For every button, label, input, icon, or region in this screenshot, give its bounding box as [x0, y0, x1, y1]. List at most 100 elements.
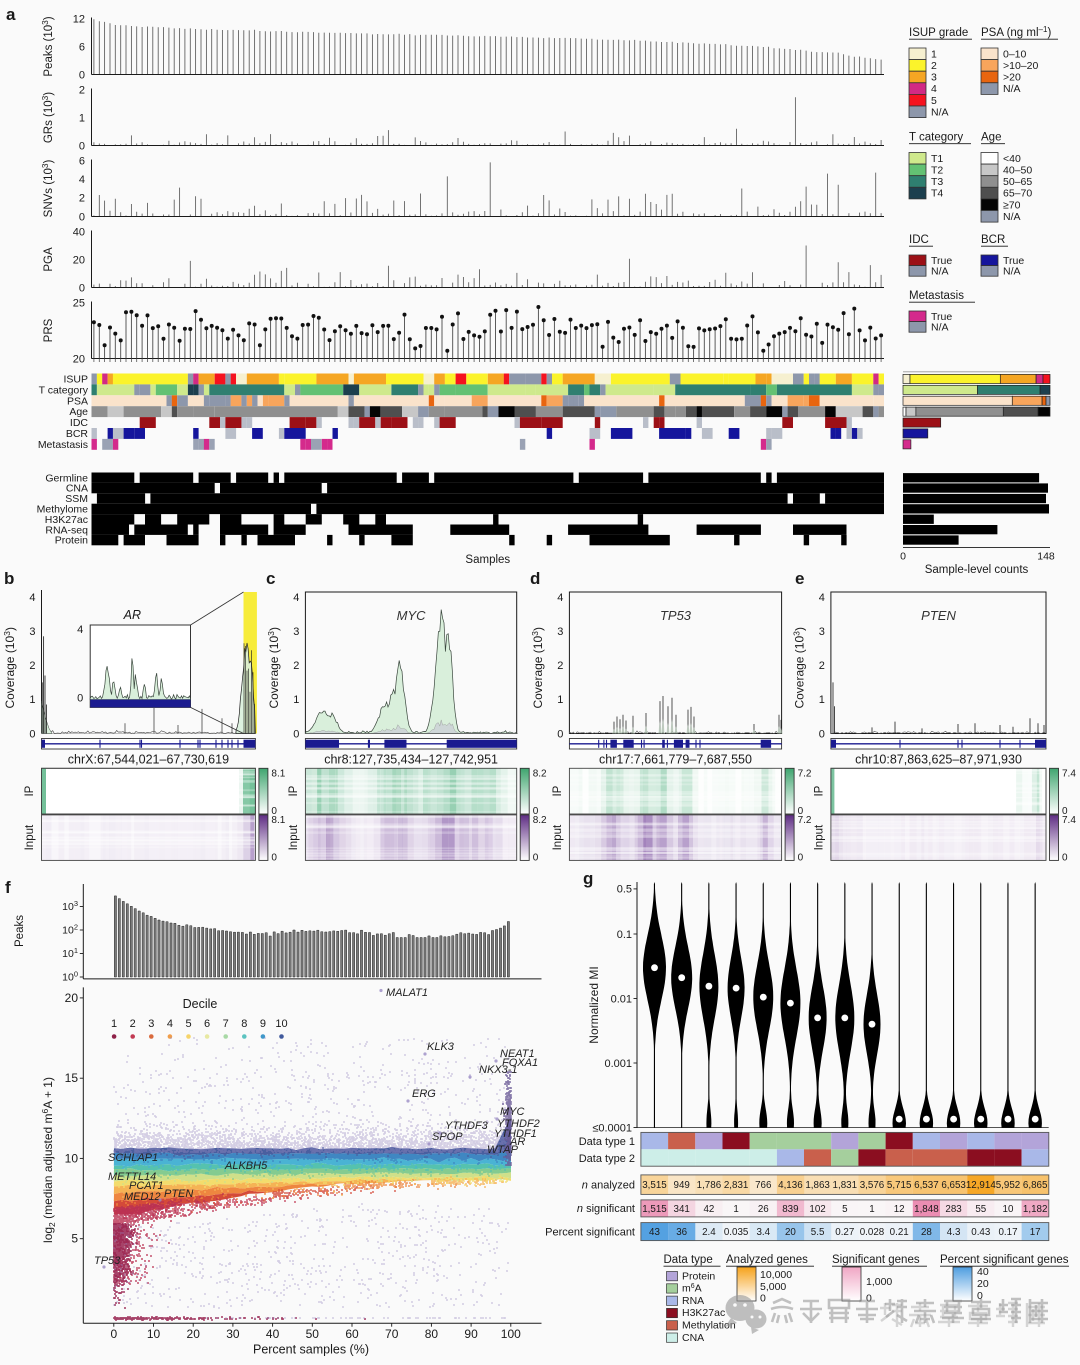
- svg-text:2: 2: [29, 660, 35, 672]
- svg-text:ALKBH5: ALKBH5: [224, 1160, 268, 1172]
- svg-text:0: 0: [29, 728, 35, 740]
- svg-text:9: 9: [260, 1018, 266, 1030]
- svg-text:T4: T4: [931, 188, 943, 200]
- svg-text:SNVs (103): SNVs (103): [40, 160, 55, 218]
- svg-text:6,537: 6,537: [914, 1180, 939, 1191]
- svg-text:8.2: 8.2: [533, 815, 547, 826]
- svg-text:2.4: 2.4: [702, 1227, 716, 1238]
- svg-text:N/A: N/A: [1003, 211, 1021, 223]
- svg-text:m6A: m6A: [682, 1283, 702, 1295]
- svg-text:8.2: 8.2: [533, 768, 547, 779]
- svg-text:IP: IP: [24, 785, 36, 796]
- svg-text:chr17:7,661,779–7,687,550: chr17:7,661,779–7,687,550: [599, 753, 752, 767]
- svg-text:0.43: 0.43: [971, 1227, 991, 1238]
- svg-text:Age: Age: [981, 132, 1001, 144]
- svg-text:True: True: [931, 311, 952, 323]
- svg-text:2: 2: [130, 1018, 136, 1030]
- svg-text:Percent significant: Percent significant: [545, 1226, 635, 1238]
- svg-text:YTHDF1: YTHDF1: [494, 1128, 537, 1140]
- svg-text:Metastasis: Metastasis: [38, 439, 88, 451]
- svg-text:Input: Input: [813, 824, 825, 850]
- svg-text:Protein: Protein: [682, 1270, 715, 1282]
- svg-text:50: 50: [306, 1327, 320, 1341]
- svg-text:6: 6: [79, 155, 85, 167]
- svg-text:0: 0: [557, 728, 563, 740]
- svg-text:30: 30: [226, 1327, 240, 1341]
- svg-text:4: 4: [79, 174, 85, 186]
- svg-text:1,182: 1,182: [1023, 1204, 1048, 1215]
- svg-text:102: 102: [809, 1204, 825, 1215]
- svg-text:20: 20: [187, 1327, 201, 1341]
- svg-text:T category: T category: [909, 132, 963, 144]
- svg-text:12: 12: [894, 1204, 905, 1215]
- svg-text:AR: AR: [123, 608, 141, 622]
- svg-text:0: 0: [819, 728, 825, 740]
- svg-text:3: 3: [148, 1018, 154, 1030]
- svg-text:chr8:127,735,434–127,742,951: chr8:127,735,434–127,742,951: [324, 753, 498, 767]
- svg-text:SSM: SSM: [65, 493, 88, 505]
- svg-text:6: 6: [204, 1018, 210, 1030]
- svg-text:TP53: TP53: [660, 608, 692, 623]
- svg-text:Coverage (103): Coverage (103): [2, 627, 17, 709]
- svg-text:Percent samples (%): Percent samples (%): [253, 1343, 369, 1357]
- svg-text:KLK3: KLK3: [427, 1041, 455, 1053]
- svg-text:0: 0: [760, 1293, 766, 1305]
- svg-text:3: 3: [931, 72, 937, 84]
- svg-text:4: 4: [29, 592, 35, 604]
- svg-text:1: 1: [733, 1204, 738, 1215]
- svg-text:Input: Input: [288, 824, 300, 850]
- svg-text:GRs (103): GRs (103): [40, 92, 55, 143]
- svg-text:5: 5: [842, 1204, 848, 1215]
- svg-text:Coverage (103): Coverage (103): [791, 627, 806, 709]
- svg-text:1,863: 1,863: [805, 1180, 830, 1191]
- svg-text:True: True: [1003, 255, 1024, 267]
- svg-text:Percent significant genes: Percent significant genes: [940, 1254, 1069, 1266]
- svg-text:8.1: 8.1: [271, 815, 285, 826]
- svg-text:839: 839: [782, 1204, 798, 1215]
- svg-text:IDC: IDC: [909, 234, 929, 246]
- svg-text:PTEN: PTEN: [921, 608, 956, 623]
- svg-text:3: 3: [557, 626, 563, 638]
- svg-text:BCR: BCR: [66, 428, 89, 440]
- svg-text:ISUP grade: ISUP grade: [909, 27, 968, 39]
- svg-text:20: 20: [977, 1278, 989, 1290]
- svg-text:5: 5: [931, 95, 937, 107]
- svg-text:40: 40: [977, 1266, 989, 1278]
- svg-text:0: 0: [79, 211, 85, 223]
- svg-text:a: a: [6, 5, 16, 24]
- svg-text:100: 100: [501, 1327, 521, 1341]
- svg-text:0.21: 0.21: [890, 1227, 909, 1238]
- svg-text:2: 2: [293, 660, 299, 672]
- svg-text:Normalized MI: Normalized MI: [587, 966, 601, 1043]
- svg-text:IP: IP: [552, 785, 564, 796]
- svg-text:YTHDF3: YTHDF3: [445, 1120, 489, 1132]
- svg-text:T1: T1: [931, 153, 943, 165]
- svg-text:>10–20: >10–20: [1003, 60, 1038, 72]
- svg-text:Methylation: Methylation: [682, 1320, 736, 1332]
- svg-text:≤0.0001: ≤0.0001: [592, 1122, 632, 1134]
- svg-text:N/A: N/A: [1003, 83, 1021, 95]
- svg-text:0: 0: [533, 806, 539, 817]
- svg-text:5,000: 5,000: [760, 1281, 786, 1293]
- svg-text:0: 0: [1062, 852, 1068, 863]
- svg-text:42: 42: [703, 1204, 714, 1215]
- svg-text:40–50: 40–50: [1003, 165, 1032, 177]
- svg-text:1,848: 1,848: [914, 1204, 939, 1215]
- svg-text:Data type 1: Data type 1: [579, 1136, 635, 1148]
- svg-text:MYC: MYC: [500, 1106, 525, 1118]
- svg-text:Analyzed genes: Analyzed genes: [726, 1254, 808, 1266]
- svg-text:1: 1: [869, 1204, 874, 1215]
- svg-text:Significant genes: Significant genes: [832, 1254, 920, 1266]
- svg-text:SCHLAP1: SCHLAP1: [108, 1152, 158, 1164]
- svg-text:1: 1: [111, 1018, 117, 1030]
- svg-text:Decile: Decile: [183, 997, 218, 1011]
- svg-text:949: 949: [674, 1180, 690, 1191]
- svg-text:N/A: N/A: [931, 106, 949, 118]
- svg-text:AR: AR: [509, 1136, 525, 1148]
- svg-text:>20: >20: [1003, 72, 1021, 84]
- svg-text:0: 0: [110, 1327, 117, 1341]
- svg-text:T3: T3: [931, 176, 943, 188]
- svg-text:d: d: [530, 569, 540, 588]
- svg-text:g: g: [583, 869, 593, 888]
- svg-text:0.1: 0.1: [617, 929, 632, 941]
